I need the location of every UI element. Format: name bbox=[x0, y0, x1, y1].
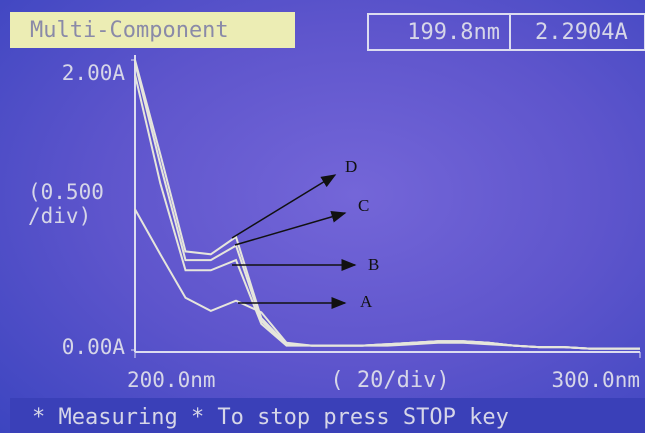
spectrum-line bbox=[135, 75, 640, 349]
y-axis-label: (0.500 /div) bbox=[28, 180, 104, 228]
spectrum-line bbox=[135, 60, 640, 349]
annotation-arrow bbox=[235, 213, 345, 245]
series-label: B bbox=[368, 255, 379, 274]
mode-title: Multi-Component bbox=[30, 18, 229, 43]
x-tick-label: 200.0nm bbox=[127, 368, 216, 392]
series-label: D bbox=[345, 157, 357, 176]
y-tick-label: 2.00A bbox=[62, 61, 126, 85]
y-tick-label: 0.00A bbox=[62, 335, 126, 359]
series-label: C bbox=[358, 196, 369, 215]
x-axis-label: ( 20/div) bbox=[330, 368, 449, 393]
absorbance-readout: 2.2904A bbox=[535, 20, 628, 45]
x-tick-label: 300.0nm bbox=[551, 368, 640, 392]
status-text: * Measuring * To stop press STOP key bbox=[32, 405, 509, 430]
series-label: A bbox=[360, 292, 373, 311]
spectrum-line bbox=[135, 63, 640, 349]
wavelength-readout: 199.8nm bbox=[407, 20, 500, 45]
annotation-arrow bbox=[232, 175, 335, 238]
spectrum-line bbox=[135, 209, 640, 348]
instrument-screen: Multi-Component 199.8nm 2.2904A ( 20/div… bbox=[0, 0, 645, 433]
